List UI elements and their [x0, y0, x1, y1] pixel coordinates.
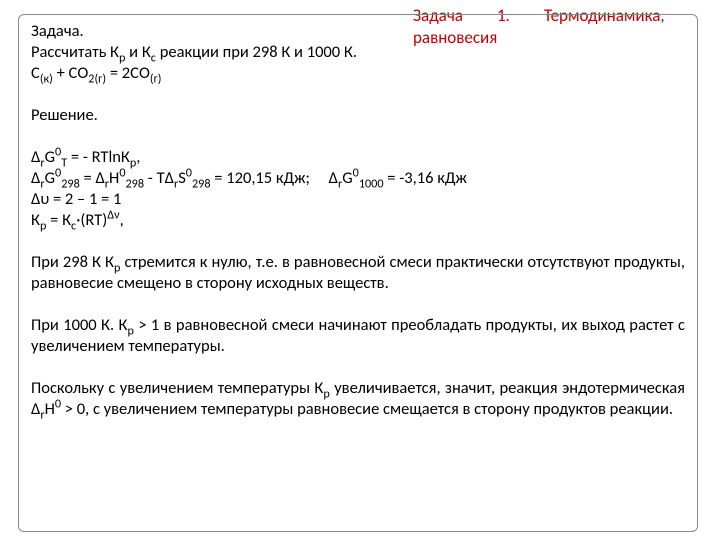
reaction-equation: С(к) + СО2(г) = 2СО(г): [31, 63, 685, 84]
blank-line: [31, 231, 685, 252]
solution-label: Решение.: [31, 105, 685, 126]
blank-line: [31, 357, 685, 378]
paragraph-298k: При 298 К Кр стремится к нулю, т.е. в ра…: [31, 252, 685, 294]
equation-delta-nu: ∆υ = 2 – 1 = 1: [31, 189, 685, 210]
blank-line: [31, 84, 685, 105]
paragraph-conclusion: Поскольку с увеличением температуры Кр у…: [31, 378, 685, 420]
slide: Задача 1. Термодинамика, равновесия Зада…: [0, 0, 720, 540]
paragraph-1000k: При 1000 К. Кр > 1 в равновесной смеси н…: [31, 315, 685, 357]
blank-line: [31, 294, 685, 315]
equation-kp-kc: Кр = Кс·(RT)∆ν,: [31, 210, 685, 231]
equation-gibbs-values: ∆rG0298 = ∆rH0298 - T∆rS0298 = 120,15 кД…: [31, 168, 685, 189]
blank-line: [31, 126, 685, 147]
content-box: Задача. Рассчитать Кр и Кс реакции при 2…: [18, 14, 698, 532]
task-line: Рассчитать Кр и Кс реакции при 298 К и 1…: [31, 42, 685, 63]
task-label: Задача.: [31, 21, 685, 42]
